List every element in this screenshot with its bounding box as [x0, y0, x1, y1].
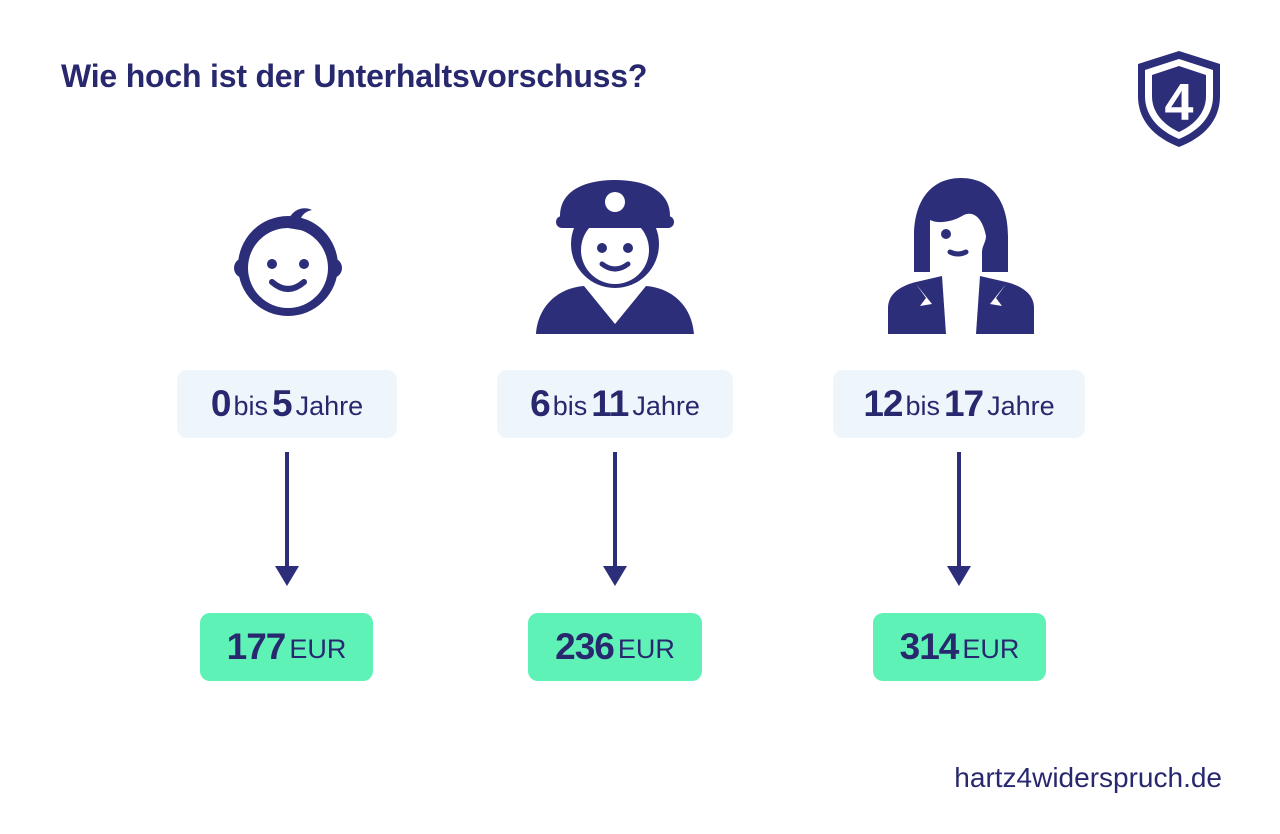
- amount-value: 177: [226, 626, 287, 667]
- amount-box: 177 EUR: [200, 613, 373, 681]
- age-range-box: 12 bis 17 Jahre: [833, 370, 1085, 438]
- amount-currency: EUR: [289, 633, 347, 664]
- age-from: 12: [863, 383, 903, 424]
- age-unit: Jahre: [987, 390, 1055, 421]
- footer-url: hartz4widerspruch.de: [954, 762, 1222, 793]
- age-unit: Jahre: [295, 390, 364, 421]
- amount-box: 236 EUR: [528, 613, 702, 681]
- age-range-box: 6 bis 11 Jahre: [497, 370, 733, 438]
- amount-currency: EUR: [962, 633, 1020, 664]
- down-arrow-icon: [947, 452, 971, 586]
- teen-icon: [888, 178, 1034, 334]
- age-bis: bis: [905, 390, 940, 421]
- age-range-box: 0 bis 5 Jahre: [177, 370, 397, 438]
- age-to: 5: [271, 383, 293, 424]
- amount-value: 236: [555, 626, 615, 667]
- amount-currency: EUR: [617, 633, 675, 664]
- age-from: 0: [210, 383, 232, 424]
- shield-4-logo: 4: [1138, 51, 1220, 147]
- page-title: Wie hoch ist der Unterhaltsvorschuss?: [61, 58, 648, 94]
- age-unit: Jahre: [632, 390, 700, 421]
- age-bis: bis: [233, 390, 268, 421]
- down-arrow-icon: [603, 452, 627, 586]
- age-to: 11: [591, 383, 629, 424]
- logo-label: 4: [1165, 74, 1194, 132]
- age-from: 6: [530, 383, 551, 424]
- down-arrow-icon: [275, 452, 299, 586]
- child-cap-icon: [536, 180, 694, 334]
- baby-icon: [234, 208, 342, 316]
- amount-value: 314: [899, 626, 960, 667]
- age-to: 17: [943, 383, 984, 424]
- age-bis: bis: [552, 390, 588, 421]
- amount-box: 314 EUR: [873, 613, 1046, 681]
